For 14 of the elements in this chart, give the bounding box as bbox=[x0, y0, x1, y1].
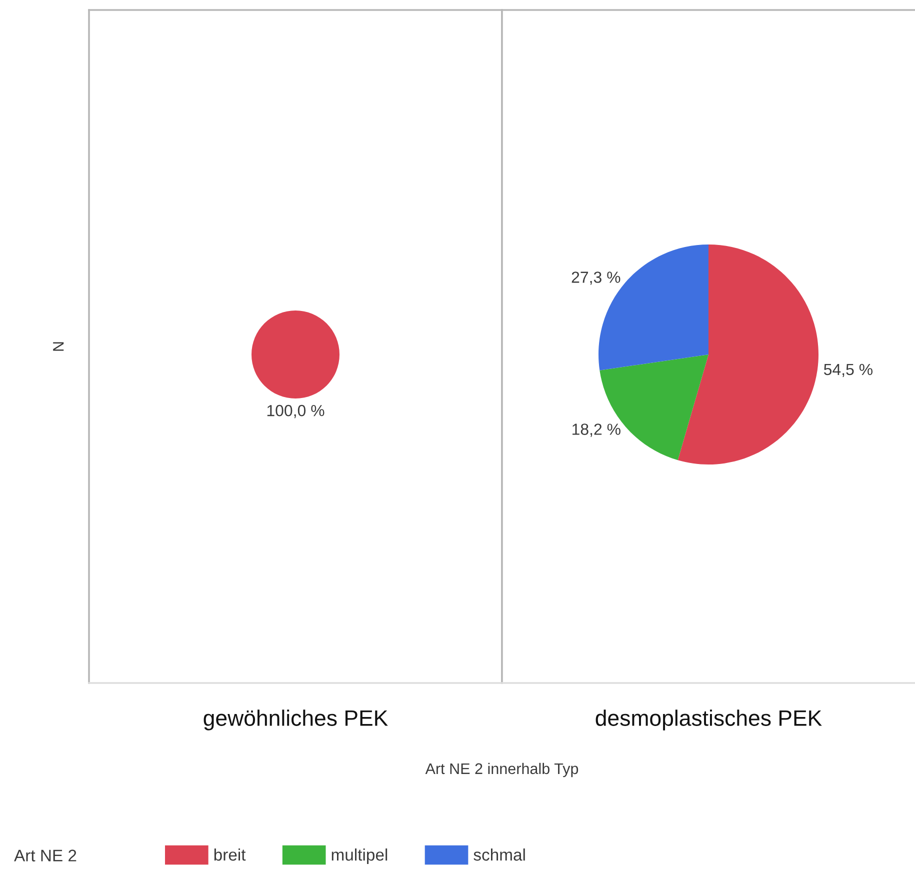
data-label: 18,2 % bbox=[572, 424, 620, 437]
data-label: 100,0 % bbox=[267, 404, 324, 418]
legend-label: multipel bbox=[332, 848, 388, 864]
legend-title: Art NE 2 bbox=[14, 850, 76, 862]
pie-slice bbox=[678, 244, 818, 464]
data-label: 54,5 % bbox=[824, 364, 872, 378]
data-label: 27,3 % bbox=[572, 272, 620, 285]
text: N bbox=[53, 342, 64, 351]
text: gewöhnliches PEK bbox=[204, 710, 388, 730]
legend-label: schmal bbox=[474, 848, 525, 861]
pie-slice bbox=[600, 354, 708, 460]
text: desmoplastisches PEK bbox=[596, 710, 822, 730]
legend-label: breit bbox=[214, 848, 246, 861]
text: Art NE 2 innerhalb Typ bbox=[425, 762, 578, 778]
